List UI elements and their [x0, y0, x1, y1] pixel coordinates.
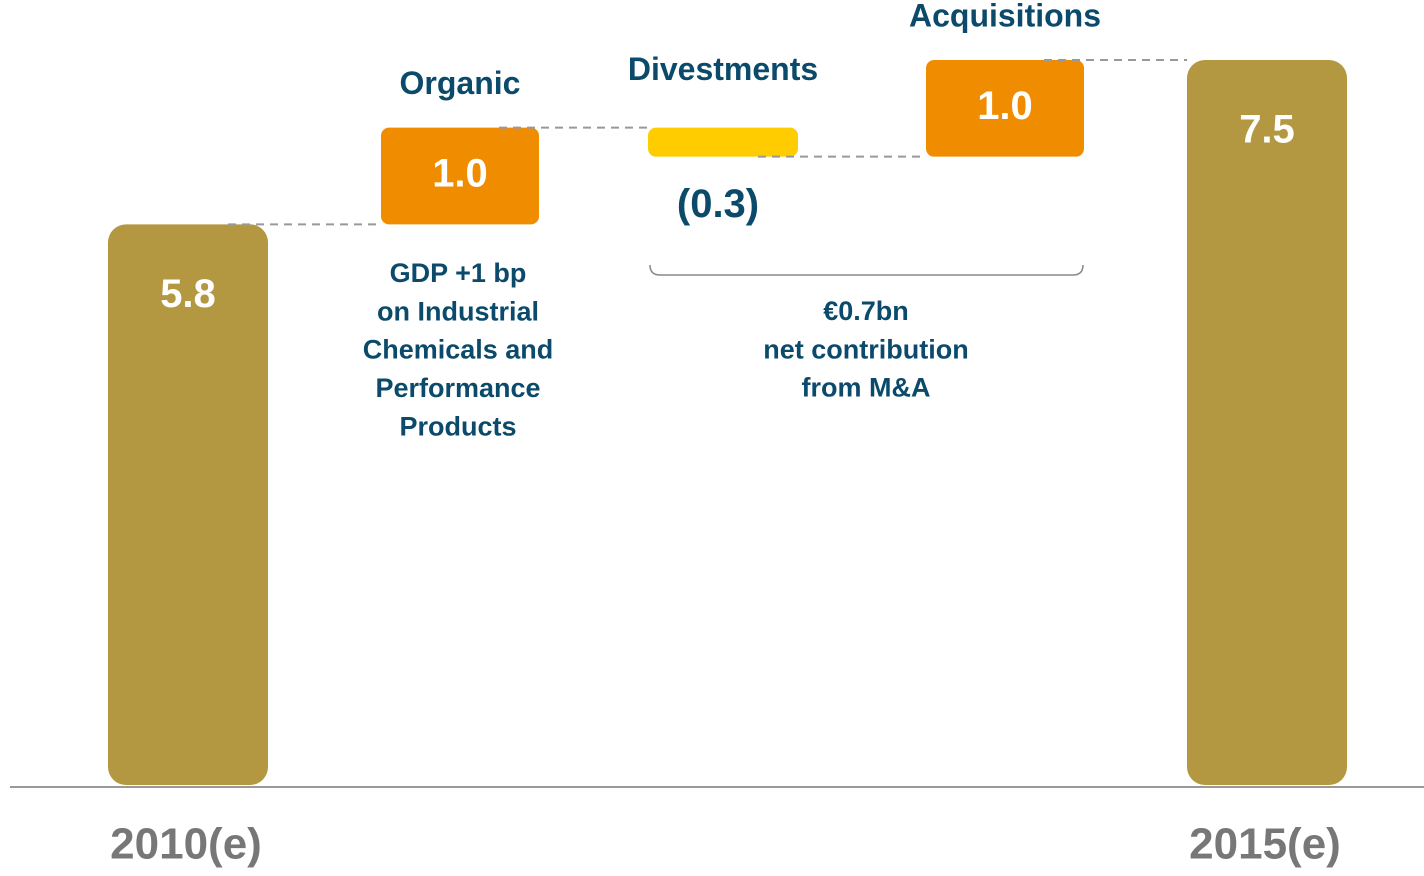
category-label: 2010(e)	[110, 820, 262, 869]
bar	[926, 60, 1084, 157]
annotation: €0.7bn	[823, 296, 909, 326]
annotation: on Industrial	[377, 296, 539, 326]
value-label: 1.0	[977, 84, 1033, 128]
category-label: Divestments	[628, 51, 818, 87]
bar	[108, 224, 268, 786]
annotation: Chemicals and	[363, 335, 554, 365]
brace	[649, 264, 1084, 276]
value-label: 5.8	[160, 272, 216, 316]
bar	[1187, 60, 1347, 785]
annotation: GDP +1 bp	[390, 258, 527, 288]
category-label: 2015(e)	[1189, 820, 1341, 869]
annotation: net contribution	[763, 334, 968, 364]
category-label: Acquisitions	[909, 0, 1101, 33]
value-label: 7.5	[1239, 108, 1295, 152]
annotation: Products	[399, 411, 516, 441]
bar	[648, 127, 798, 157]
value-label: 1.0	[432, 152, 488, 196]
annotation: Performance	[375, 373, 540, 403]
value-label: (0.3)	[677, 182, 759, 226]
annotation: from M&A	[802, 373, 931, 403]
bar	[381, 127, 539, 225]
category-label: Organic	[400, 65, 521, 101]
